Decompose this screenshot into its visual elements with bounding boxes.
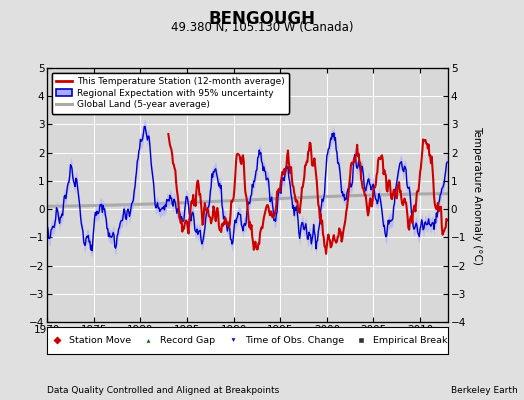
Text: BENGOUGH: BENGOUGH <box>209 10 315 28</box>
Text: 49.380 N, 105.130 W (Canada): 49.380 N, 105.130 W (Canada) <box>171 21 353 34</box>
Text: Data Quality Controlled and Aligned at Breakpoints: Data Quality Controlled and Aligned at B… <box>47 386 279 395</box>
Text: Berkeley Earth: Berkeley Earth <box>451 386 517 395</box>
Y-axis label: Temperature Anomaly (°C): Temperature Anomaly (°C) <box>472 126 482 264</box>
Legend: Station Move, Record Gap, Time of Obs. Change, Empirical Break: Station Move, Record Gap, Time of Obs. C… <box>45 333 451 348</box>
Legend: This Temperature Station (12-month average), Regional Expectation with 95% uncer: This Temperature Station (12-month avera… <box>52 72 289 114</box>
